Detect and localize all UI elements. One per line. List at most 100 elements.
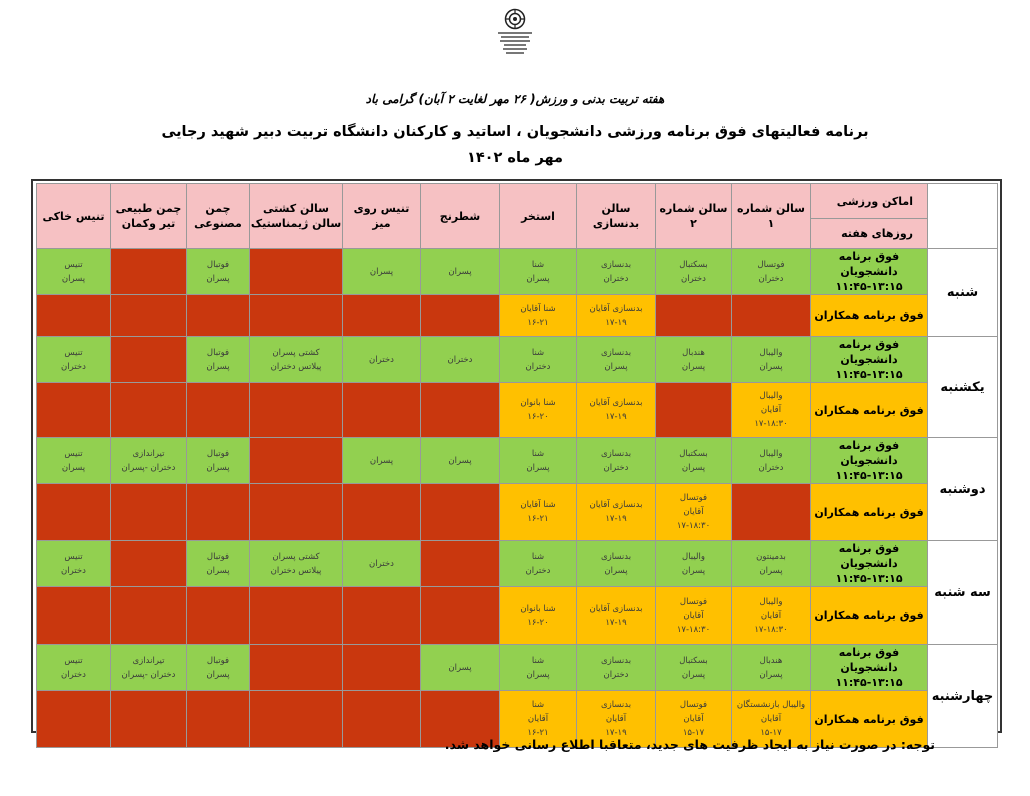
program-label-text: فوق برنامه همکاران: [814, 403, 924, 417]
cell-line: آقایان: [683, 714, 704, 724]
schedule-cell: فوتسال دختران: [731, 248, 811, 295]
header-row: روزهای هفته: [37, 218, 998, 249]
column-header-line: تنیس خاکی: [42, 209, 105, 223]
cell-line: ۱۷-۱۹: [605, 317, 627, 328]
program-label-text: فوق برنامه دانشجویان: [838, 646, 900, 674]
cell-line: شنا آقایان: [520, 500, 556, 510]
cell-line: دختران: [525, 565, 551, 576]
column-header-line: استخر: [521, 209, 555, 223]
cell-line: والیبال: [759, 448, 783, 459]
header-places-label: اماکن ورزشی: [810, 183, 928, 219]
cell-line: فوتبال: [206, 347, 230, 358]
column-header-line: سالن کشتی: [262, 202, 330, 215]
cell-line: دختران: [758, 273, 784, 284]
cell-line: ۱۶-۲۰: [527, 412, 549, 422]
column-header-line: مصنوعی: [194, 217, 242, 230]
cell-line: پیلاتس دختران: [270, 565, 322, 576]
schedule-cell: دختران: [342, 336, 421, 383]
schedule-cell: شنا بانوان ۱۶-۲۰: [499, 382, 577, 438]
schedule-cell: فوتبال پسران: [186, 248, 250, 295]
cell-line: دختران: [61, 361, 86, 372]
staff-program-label: فوق برنامه همکاران: [810, 483, 928, 541]
week-banner: هفته تربیت بدنی و ورزش( ۲۶ مهر لغایت ۲ آ…: [365, 92, 665, 106]
schedule-cell: والیبال دختران: [731, 437, 811, 484]
cell-line: شنا آقایان: [520, 303, 556, 314]
schedule-cell: تنیس دختران: [36, 540, 111, 587]
schedule-cell: [420, 540, 500, 587]
schedule-cell: [186, 382, 250, 438]
cell-line: تنیس: [64, 655, 83, 666]
cell-line: بدنسازی آقایان: [589, 303, 643, 314]
cell-line: پسران: [604, 361, 628, 372]
cell-line: پسران: [681, 462, 706, 473]
staff-program-label: فوق برنامه همکاران: [810, 294, 928, 337]
schedule-cell: فوتبال پسران: [186, 540, 250, 587]
cell-line: ۱۵-۱۷: [760, 728, 782, 738]
cell-line: دختران: [525, 361, 551, 372]
cell-line: تنیس: [64, 259, 83, 270]
schedule-cell: هندبال پسران: [655, 336, 732, 383]
schedule-cell: فوتبال پسران: [186, 336, 250, 383]
student-program-label: فوق برنامه دانشجویان ۱۱:۴۵-۱۳:۱۵: [810, 336, 928, 383]
schedule-cell: کشتی پسران پیلاتس دختران: [249, 540, 343, 587]
schedule-cell: بدنسازی پسران: [576, 336, 656, 383]
cell-line: دختران -پسران: [121, 669, 176, 680]
schedule-table: اماکن ورزشی سالن شماره ۱ سالن شماره ۲ سالن …: [36, 183, 998, 748]
schedule-cell: والیبال بازنشستگان آقایان ۱۵-۱۷: [731, 690, 811, 748]
cell-line: پسران: [681, 361, 706, 372]
schedule-cell: [249, 294, 343, 337]
schedule-cell: بسکتبال پسران: [655, 437, 732, 484]
cell-line: شنا: [531, 551, 545, 562]
schedule-cell: [110, 483, 187, 541]
cell-line: دختران: [369, 354, 394, 365]
column-header: تنیس خاکی: [36, 183, 111, 249]
program-label-text: فوق برنامه دانشجویان: [838, 250, 900, 278]
schedule-cell: بدنسازی دختران: [576, 437, 656, 484]
schedule-cell: [110, 382, 187, 438]
column-header-line: تنیس روی میز: [353, 202, 410, 230]
staff-row: فوق برنامه همکاران بدنسازی آقایان ۱۷-۱۹ شنا…: [36, 294, 998, 337]
schedule-cell: [110, 294, 187, 337]
schedule-cell: پسران: [420, 644, 500, 691]
cell-line: والیبال بازنشستگان: [736, 700, 806, 710]
column-header: شطرنج: [420, 183, 500, 249]
cell-line: پسران: [61, 462, 86, 473]
cell-line: دختران: [603, 669, 629, 680]
column-header-line: سالن ژیمناستیک: [250, 217, 342, 230]
cell-line: تنیس: [64, 347, 83, 358]
cell-line: شنا: [531, 259, 545, 270]
schedule-cell: شنا دختران: [499, 336, 577, 383]
schedule-cell: فوتسال آقایان ۱۷-۱۸:۳۰: [655, 483, 732, 541]
cell-line: آقایان: [527, 714, 549, 724]
staff-row: فوق برنامه همکاران والیبال آقایان ۱۷-۱۸:۳۰ ف…: [36, 586, 998, 645]
schedule-cell: تنیس پسران: [36, 248, 111, 295]
schedule-cell: والیبال پسران: [731, 336, 811, 383]
schedule-cell: کشتی پسران پیلاتس دختران: [249, 336, 343, 383]
cell-line: دختران: [681, 273, 706, 284]
cell-line: شنا: [531, 700, 545, 710]
schedule-cell: فوتسال آقایان ۱۵-۱۷: [655, 690, 732, 748]
program-label-text: فوق برنامه دانشجویان: [838, 439, 900, 467]
schedule-cell: پسران: [342, 437, 421, 484]
day-label: چهارشنبه: [927, 644, 998, 748]
schedule-cell: [420, 382, 500, 438]
cell-line: دختران: [369, 558, 394, 569]
schedule-cell: [249, 248, 343, 295]
student-row: دوشنبه فوق برنامه دانشجویان ۱۱:۴۵-۱۳:۱۵ وال…: [36, 437, 998, 541]
schedule-cell: شنا پسران: [499, 248, 577, 295]
schedule-cell: [110, 336, 187, 383]
cell-line: بدنسازی: [600, 259, 632, 270]
student-program-label: فوق برنامه دانشجویان ۱۱:۴۵-۱۳:۱۵: [810, 540, 928, 587]
schedule-cell: فوتسال آقایان ۱۷-۱۸:۳۰: [655, 586, 732, 645]
cell-line: ۱۷-۱۸:۳۰: [754, 624, 788, 635]
cell-line: تنیس: [64, 551, 83, 562]
schedule-cell: هندبال پسران: [731, 644, 811, 691]
cell-line: بدنسازی: [600, 700, 632, 710]
cell-line: والیبال: [682, 551, 705, 562]
cell-line: پسران: [526, 273, 550, 284]
program-time: ۱۱:۴۵-۱۳:۱۵: [835, 280, 903, 293]
schedule-cell: شنا پسران: [499, 644, 577, 691]
cell-line: پسران: [206, 669, 230, 680]
footer-note: توجه: در صورت نیاز به ایجاد ظرفیت های جد…: [444, 737, 935, 752]
schedule-cell: شنا آقایان ۱۶-۲۱: [499, 294, 577, 337]
